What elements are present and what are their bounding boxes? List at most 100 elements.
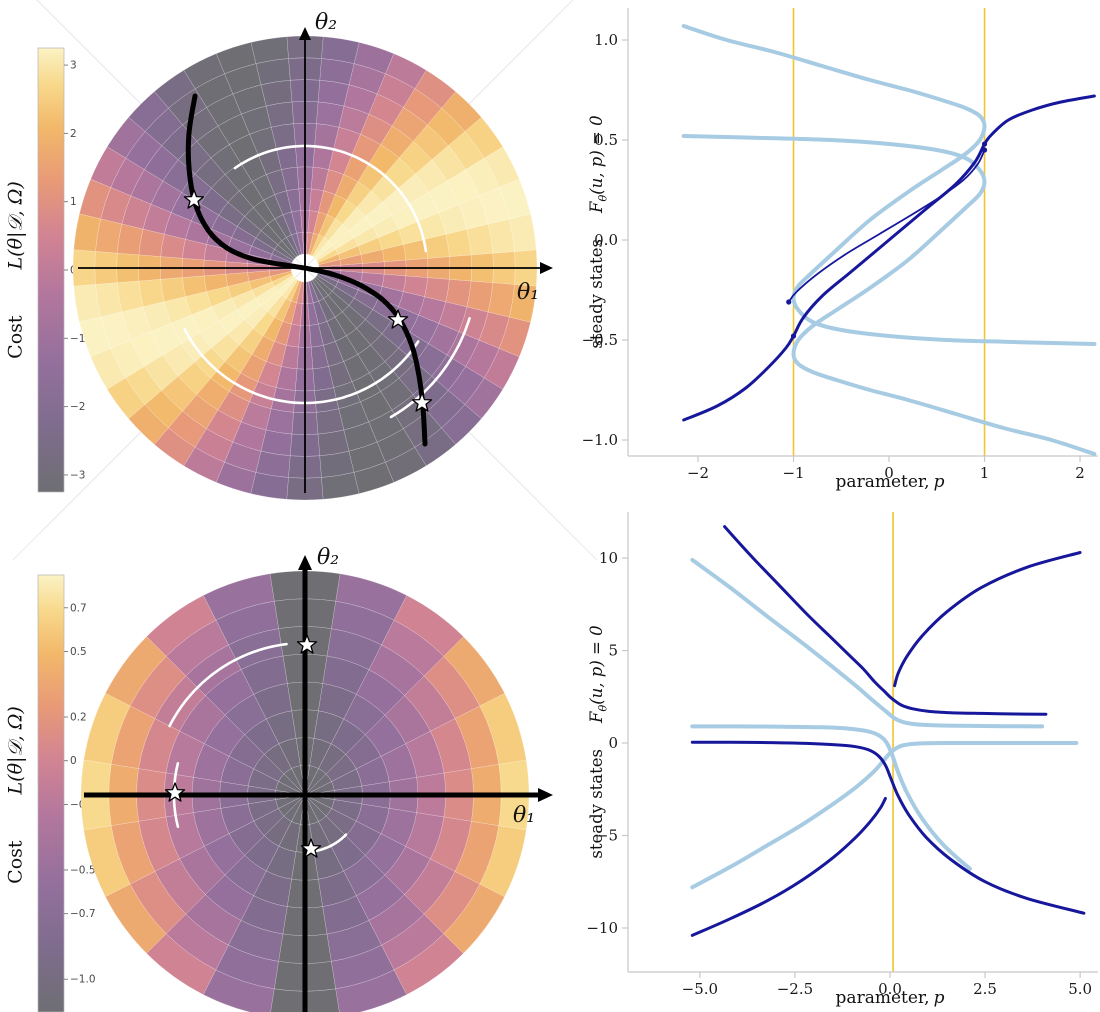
y-tick-label: 10 (599, 549, 618, 567)
experimental-data-arc (233, 144, 428, 253)
fold-point-marker (786, 299, 792, 305)
theta2-axis-arrowhead (299, 27, 311, 40)
cost-label-prefix: Cost (4, 840, 27, 884)
y-tick-label: 5 (608, 642, 618, 660)
theta1-axis-label-bottom: θ₁ (513, 803, 536, 828)
polar-heatmap (80, 570, 530, 1012)
y-tick-label: −10 (586, 919, 618, 937)
cost-label-prefix: Cost (4, 315, 27, 359)
theta2-axis-arrowhead (298, 555, 312, 570)
y-tick-label: −5 (596, 826, 618, 844)
colorbar-ticks: 0.70.50.20−0.2−0.5−0.7−1.0 (64, 602, 96, 986)
series-model-branch-inner (787, 149, 986, 303)
x-tick-label: −1 (782, 464, 804, 482)
theta-axes (78, 27, 553, 493)
series-data-branch-lower (681, 134, 1097, 456)
xlabel-text: parameter, (835, 988, 930, 1008)
xlabel-var: p (933, 988, 945, 1008)
x-tick-label: 0 (884, 464, 894, 482)
colorbar-tick-label: −0.5 (70, 864, 96, 876)
colorbar-tick-label: −1 (70, 333, 85, 345)
fold-point-marker (790, 333, 797, 339)
ylabel-bifurcation-bottom: steady states Fθ(u, p) = 0 (587, 625, 610, 859)
optimum-star (387, 309, 409, 329)
experimental-data-arc (168, 642, 288, 728)
panel-cost-landscape-pitchfork: 3210−1−2−3 (12, 0, 598, 561)
x-tick-label: 2.5 (973, 980, 997, 998)
panel-cost-landscape-transcritical: 0.70.50.20−0.2−0.5−0.7−1.0 (37, 555, 553, 1012)
colorbar-tick-label: 0.5 (70, 646, 87, 658)
xlabel-bifurcation-top: parameter, p (836, 474, 945, 491)
cost-label-math: L(θ|𝒟, Ω) (4, 706, 27, 795)
axis-ticks: −5.0 −2.5 0.0 2.5 5.0 10 5 0 −5 −10 (586, 549, 1092, 998)
bifurcation-curves (681, 24, 1097, 456)
colorbar-gradient (37, 574, 65, 1012)
bifurcation-vlines (792, 8, 986, 456)
series-model-lower-right-branch (690, 740, 1086, 915)
x-tick-label: −5.0 (682, 980, 718, 998)
fold-markers (786, 141, 988, 339)
theta1-axis-arrowhead (538, 788, 553, 802)
optimum-stars (164, 634, 322, 858)
series-data-branch-upper (681, 24, 1097, 346)
colorbar-tick-label: −3 (70, 469, 85, 481)
theta2-axis-label-top: θ₂ (315, 10, 338, 35)
theta1-axis-label-top: θ₁ (517, 280, 540, 305)
panel-bifurcation-pitchfork: −2 −1 0 1 2 1.0 0.5 0.0 −0.5 −1.0 (582, 8, 1098, 482)
y-tick-label: −0.5 (582, 331, 618, 349)
axis-ticks: −2 −1 0 1 2 1.0 0.5 0.0 −0.5 −1.0 (582, 31, 1085, 482)
ylabel-bifurcation-top: steady states Fθ(u, p) = 0 (587, 115, 610, 349)
plot-spines (627, 512, 1098, 973)
y-tick-label: 0.5 (594, 131, 618, 149)
ylabel-prefix: steady states (587, 748, 607, 859)
ylabel-F: F (587, 201, 607, 213)
ylabel-sub-theta: θ (596, 194, 610, 202)
series-model-lower-left-branch (690, 797, 887, 937)
x-tick-label: −2.5 (777, 980, 813, 998)
xlabel-text: parameter, (835, 472, 930, 492)
colorbar-tick-label: 1 (70, 196, 77, 208)
plot-spines (627, 8, 1098, 457)
colorbar-tick-label: −1.0 (70, 974, 96, 986)
ylabel-F: F (587, 711, 607, 723)
series-model-upper-left-branch (723, 525, 1048, 716)
series-model-branch-main (682, 94, 1096, 422)
optimum-star (164, 782, 186, 802)
optimum-star (183, 189, 205, 209)
y-tick-label: 0 (608, 734, 618, 752)
theta2-axis-label-bottom: θ₂ (317, 545, 340, 570)
colorbar-tick-label: 0 (70, 755, 77, 767)
colorbar-tick-label: 0.2 (70, 712, 87, 724)
optimum-star (300, 838, 322, 858)
optimum-star (296, 634, 318, 654)
series-model-upper-right-branch (893, 551, 1082, 688)
x-tick-label: −2 (687, 464, 709, 482)
panel-bifurcation-transcritical: −5.0 −2.5 0.0 2.5 5.0 10 5 0 −5 −10 (586, 512, 1098, 998)
y-tick-label: 0.0 (594, 231, 618, 249)
ylabel-sub-theta: θ (596, 704, 610, 712)
optimum-stars (183, 189, 433, 412)
x-tick-label: 2 (1075, 464, 1085, 482)
ylabel-prefix: steady states (587, 238, 607, 349)
y-tick-label: −1.0 (582, 431, 618, 449)
colorbar-gradient (37, 47, 65, 493)
experimental-data-arc (389, 317, 471, 419)
theta1-axis-arrowhead (540, 262, 553, 274)
bifurcation-curves (690, 525, 1086, 937)
xlabel-bifurcation-bottom: parameter, p (836, 990, 945, 1007)
colorbar-tick-label: 3 (70, 60, 77, 72)
ylabel-rest: (u, p) = 0 (587, 625, 607, 705)
ylabel-rest: (u, p) = 0 (587, 115, 607, 195)
optimum-star (411, 392, 433, 412)
fold-point-marker (981, 141, 988, 147)
data-arcs (183, 144, 471, 419)
experimental-data-arc (183, 328, 420, 405)
xlabel-var: p (933, 472, 945, 492)
colorbar-tick-label: 2 (70, 128, 77, 140)
colorbar-label-top: Cost L(θ|𝒟, Ω) (4, 181, 27, 359)
colorbar-label-bottom: Cost L(θ|𝒟, Ω) (4, 706, 27, 884)
series-data-lower-right-branch (690, 724, 972, 871)
x-tick-label: 1 (980, 464, 990, 482)
